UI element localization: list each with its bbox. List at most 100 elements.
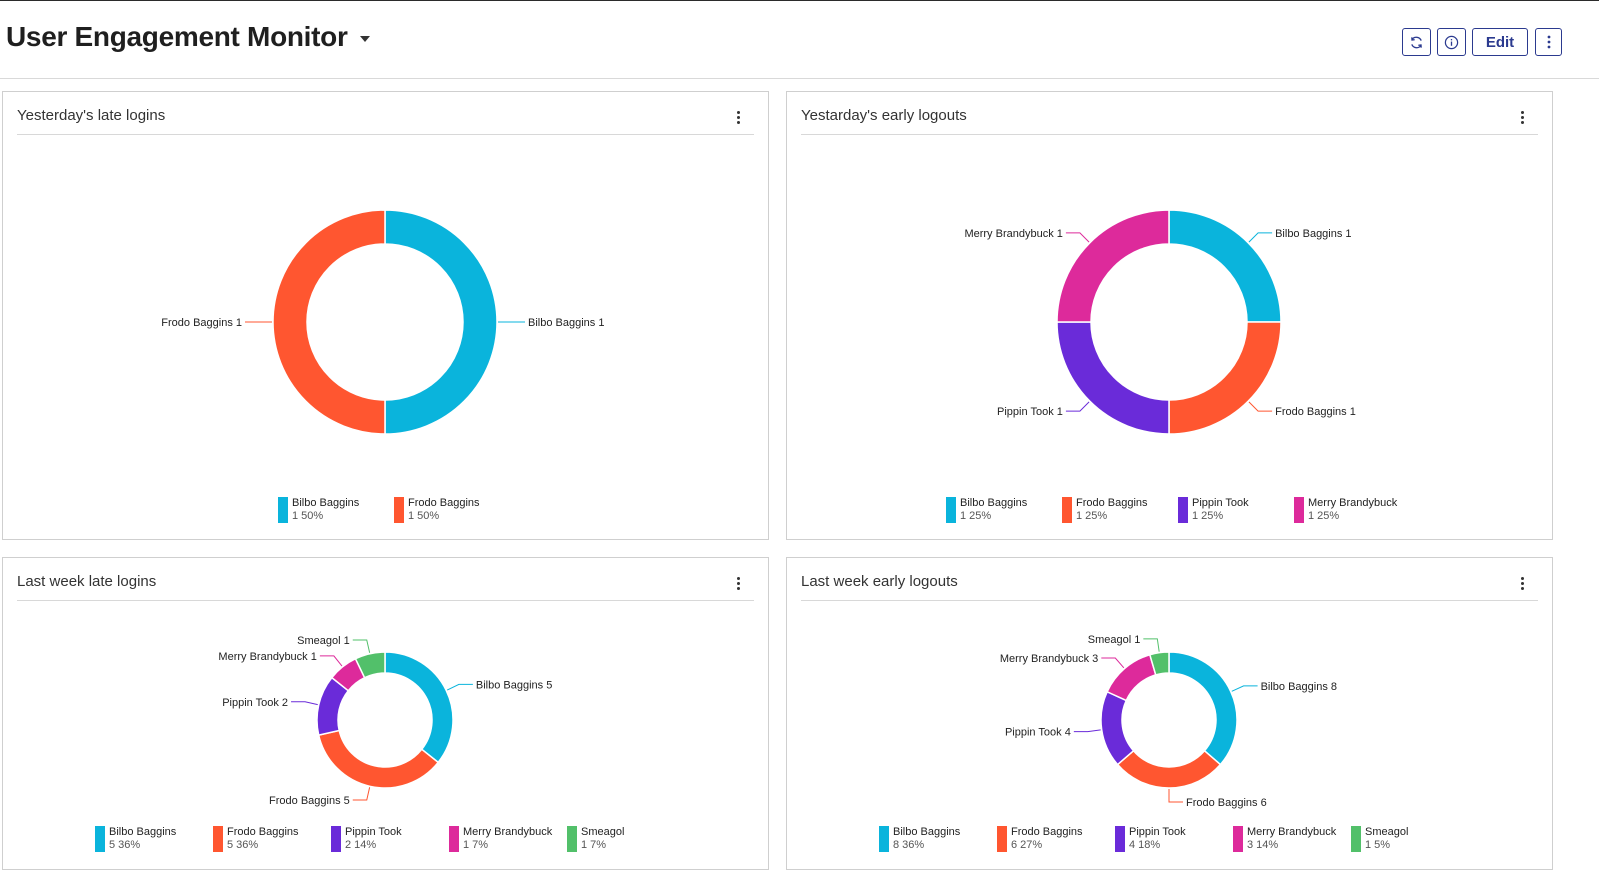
panel-menu-icon[interactable]: [734, 575, 744, 591]
slice-bilbo-baggins[interactable]: [1168, 651, 1238, 766]
refresh-icon: [1411, 36, 1422, 48]
slice-pippin-took[interactable]: [1056, 321, 1170, 435]
leader-line-pippin-took: [291, 701, 318, 706]
legend-name: Merry Brandybuck: [1308, 497, 1398, 509]
legend-value-percent: 1 50%: [408, 510, 440, 522]
legend-text: Smeagol 1 7%: [581, 826, 624, 852]
legend-text: Merry Brandybuck 3 14%: [1247, 826, 1336, 852]
leader-line-merry-brandybuck: [319, 655, 343, 667]
leader-line-frodo-baggins: [1168, 789, 1183, 803]
slice-frodo-baggins[interactable]: [1116, 749, 1222, 789]
legend-item-frodo-baggins[interactable]: Frodo Baggins 1 50%: [394, 497, 510, 523]
panel-yesterdays-late-logins: Yesterday's late logins Bilbo Baggins 1 F…: [2, 91, 769, 540]
legend-swatch: [1351, 826, 1361, 852]
donut-chart: Bilbo Baggins 1 Frodo Baggins 1 Pippin Too…: [964, 209, 1356, 435]
slice-label-frodo-baggins: Frodo Baggins 5: [269, 795, 350, 807]
panel-menu-icon[interactable]: [734, 109, 744, 125]
legend-item-smeagol[interactable]: Smeagol 1 7%: [567, 826, 685, 852]
legend-text: Bilbo Baggins 1 50%: [292, 497, 359, 523]
legend-value-percent: 1 25%: [1192, 510, 1224, 522]
slice-smeagol[interactable]: [1148, 651, 1170, 676]
legend-text: Bilbo Baggins 1 25%: [960, 497, 1027, 523]
legend-item-frodo-baggins[interactable]: Frodo Baggins 6 27%: [997, 826, 1115, 852]
legend-swatch: [95, 826, 105, 852]
legend-item-bilbo-baggins[interactable]: Bilbo Baggins 5 36%: [95, 826, 213, 852]
slice-label-merry-brandybuck: Merry Brandybuck 1: [218, 651, 316, 663]
slice-frodo-baggins[interactable]: [317, 729, 440, 789]
panel-title: Yesterday's late logins: [17, 107, 166, 124]
legend-value-percent: 1 50%: [292, 510, 324, 522]
slice-label-frodo-baggins: Frodo Baggins 6: [1186, 797, 1267, 809]
legend-swatch: [1115, 826, 1125, 852]
legend-item-bilbo-baggins[interactable]: Bilbo Baggins 1 25%: [946, 497, 1062, 523]
legend-value-percent: 5 36%: [227, 839, 259, 851]
leader-line-bilbo-baggins: [1248, 232, 1273, 243]
legend-item-bilbo-baggins[interactable]: Bilbo Baggins 8 36%: [879, 826, 997, 852]
slice-frodo-baggins[interactable]: [1168, 321, 1282, 435]
legend-item-merry-brandybuck[interactable]: Merry Brandybuck 1 7%: [449, 826, 567, 852]
legend-name: Bilbo Baggins: [960, 497, 1028, 509]
slice-merry-brandybuck[interactable]: [1106, 653, 1157, 702]
legend-item-bilbo-baggins[interactable]: Bilbo Baggins 1 50%: [278, 497, 394, 523]
legend-text: Frodo Baggins 6 27%: [1011, 826, 1083, 852]
legend-text: Merry Brandybuck 1 7%: [463, 826, 552, 852]
panel-title: Yestarday's early logouts: [801, 107, 967, 124]
slice-label-frodo-baggins: Frodo Baggins 1: [1275, 406, 1356, 418]
legend-name: Smeagol: [1365, 826, 1409, 838]
legend-value-percent: 1 7%: [581, 839, 607, 851]
panel-title: Last week early logouts: [801, 573, 958, 590]
legend-swatch: [1062, 497, 1072, 523]
legend-item-pippin-took[interactable]: Pippin Took 2 14%: [331, 826, 449, 852]
slice-label-merry-brandybuck: Merry Brandybuck 3: [1000, 653, 1098, 665]
legend-name: Smeagol: [581, 826, 625, 838]
leader-line-smeagol: [352, 639, 371, 653]
leader-line-frodo-baggins: [352, 787, 371, 801]
legend-swatch: [946, 497, 956, 523]
legend-item-pippin-took[interactable]: Pippin Took 1 25%: [1178, 497, 1294, 523]
slice-bilbo-baggins[interactable]: [1168, 209, 1282, 323]
chart-legend: Bilbo Baggins 1 25% Frodo Baggins 1 25% Pipp…: [946, 497, 1410, 523]
vertical-ellipsis-icon: [1547, 35, 1550, 49]
legend-name: Bilbo Baggins: [292, 497, 360, 509]
slice-frodo-baggins[interactable]: [272, 209, 386, 435]
title-dropdown-caret-icon[interactable]: [359, 36, 370, 42]
slice-label-smeagol: Smeagol 1: [1088, 634, 1141, 646]
slice-merry-brandybuck[interactable]: [1056, 209, 1170, 323]
more-options-button[interactable]: [1535, 28, 1562, 56]
slice-bilbo-baggins[interactable]: [384, 651, 454, 764]
legend-item-frodo-baggins[interactable]: Frodo Baggins 1 25%: [1062, 497, 1178, 523]
legend-item-merry-brandybuck[interactable]: Merry Brandybuck 1 25%: [1294, 497, 1410, 523]
leader-line-bilbo-baggins: [446, 683, 473, 691]
chart-legend: Bilbo Baggins 5 36% Frodo Baggins 5 36% Pipp…: [95, 826, 685, 852]
legend-value-percent: 1 25%: [1076, 510, 1108, 522]
legend-item-pippin-took[interactable]: Pippin Took 4 18%: [1115, 826, 1233, 852]
leader-line-merry-brandybuck: [1065, 232, 1090, 243]
legend-swatch: [278, 497, 288, 523]
slice-bilbo-baggins[interactable]: [384, 209, 498, 435]
panel-divider: [801, 134, 1538, 135]
legend-value-percent: 1 7%: [463, 839, 489, 851]
legend-value-percent: 4 18%: [1129, 839, 1161, 851]
legend-swatch: [567, 826, 577, 852]
legend-item-frodo-baggins[interactable]: Frodo Baggins 5 36%: [213, 826, 331, 852]
info-button[interactable]: [1437, 28, 1466, 56]
legend-item-merry-brandybuck[interactable]: Merry Brandybuck 3 14%: [1233, 826, 1351, 852]
panel-menu-icon[interactable]: [1518, 575, 1528, 591]
legend-name: Bilbo Baggins: [109, 826, 177, 838]
page-title: User Engagement Monitor: [6, 21, 348, 52]
legend-item-smeagol[interactable]: Smeagol 1 5%: [1351, 826, 1469, 852]
panel-last-week-early-logouts: Last week early logouts Bilbo Baggins 8 F…: [786, 557, 1553, 870]
slice-pippin-took[interactable]: [1100, 690, 1135, 766]
panel-menu-icon[interactable]: [1518, 109, 1528, 125]
slice-label-bilbo-baggins: Bilbo Baggins 1: [1275, 228, 1351, 240]
slice-label-merry-brandybuck: Merry Brandybuck 1: [964, 228, 1062, 240]
refresh-button[interactable]: [1402, 28, 1431, 56]
legend-text: Pippin Took 4 18%: [1129, 826, 1186, 852]
legend-name: Bilbo Baggins: [893, 826, 961, 838]
dashboard-header: User Engagement Monitor Edit: [0, 1, 1599, 79]
legend-value-percent: 2 14%: [345, 839, 377, 851]
donut-chart: Bilbo Baggins 5 Frodo Baggins 5 Pippin Too…: [218, 635, 552, 807]
slice-smeagol[interactable]: [354, 651, 386, 679]
legend-swatch: [394, 497, 404, 523]
edit-button[interactable]: Edit: [1472, 28, 1528, 56]
